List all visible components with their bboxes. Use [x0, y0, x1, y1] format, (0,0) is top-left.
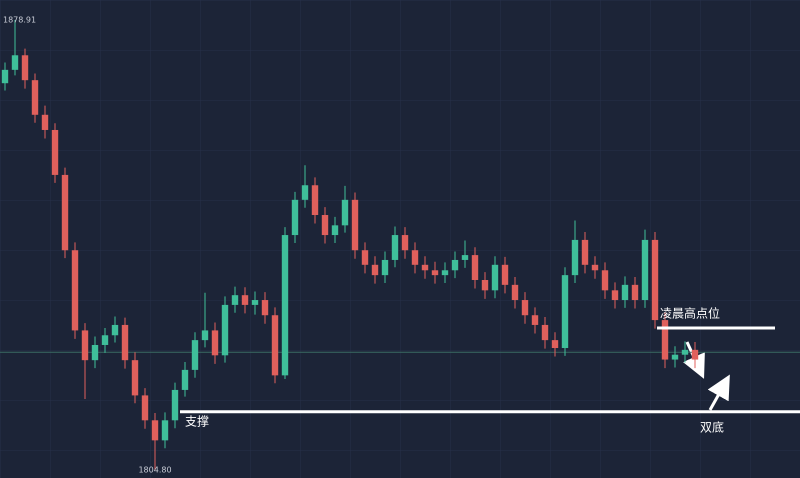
candle-body	[541, 324, 549, 341]
candle-body	[11, 55, 19, 70]
candle-body	[241, 295, 249, 305]
candle-body	[531, 315, 539, 325]
candle-body	[351, 199, 359, 251]
candle-body	[201, 330, 209, 341]
candle-body	[51, 129, 59, 175]
candle-body	[131, 360, 139, 396]
candle-body	[341, 199, 349, 226]
candle-body	[111, 324, 119, 336]
candle-body	[161, 420, 169, 441]
price-marker-label: 1878.91	[3, 15, 36, 24]
candle-body	[471, 255, 479, 280]
candle-body	[691, 349, 699, 360]
candle-body	[551, 340, 559, 349]
candle-body	[261, 300, 269, 316]
candle-body	[321, 215, 329, 236]
candle-body	[521, 300, 529, 316]
candle-body	[601, 270, 609, 291]
candle-body	[431, 270, 439, 276]
candle-body	[81, 330, 89, 361]
candle-body	[141, 395, 149, 421]
candle-body	[501, 264, 509, 285]
candle-body	[621, 284, 629, 301]
candle-body	[631, 284, 639, 301]
candle-body	[451, 259, 459, 271]
candle-body	[21, 55, 29, 81]
candle-body	[571, 239, 579, 276]
candle-body	[301, 185, 309, 200]
level-label: 支撑	[185, 413, 209, 428]
candle-body	[411, 250, 419, 265]
candle-body	[181, 369, 189, 390]
candle-body	[281, 235, 289, 376]
candle-body	[191, 340, 199, 370]
candle-body	[671, 354, 679, 360]
candle-body	[151, 420, 159, 441]
candle-body	[391, 235, 399, 260]
candle-body	[211, 330, 219, 356]
candle-body	[481, 279, 489, 291]
candle-body	[581, 239, 589, 265]
candle-body	[641, 239, 649, 301]
candle-body	[31, 80, 39, 115]
candle-body	[461, 255, 469, 260]
candle-body	[101, 335, 109, 345]
candle-body	[591, 264, 599, 271]
candle-body	[421, 264, 429, 271]
candle-body	[41, 114, 49, 130]
candle-body	[251, 300, 259, 305]
candle-body	[311, 185, 319, 216]
candle-body	[291, 199, 299, 236]
candle-body	[1, 69, 9, 84]
candle-body	[331, 225, 339, 236]
up-arrow	[707, 374, 730, 411]
candle-body	[681, 349, 689, 355]
candle-body	[661, 320, 669, 360]
candle-body	[611, 290, 619, 301]
candle-body	[511, 284, 519, 301]
candle-body	[91, 344, 99, 361]
candle-body	[651, 239, 659, 321]
candle-body	[71, 250, 79, 331]
level-label: 凌晨高点位	[660, 305, 720, 320]
annotation: 双底	[700, 420, 724, 435]
candle-body	[401, 235, 409, 251]
price-marker-label: 1804.80	[138, 466, 171, 475]
candle-body	[221, 304, 229, 356]
candle-body	[381, 259, 389, 276]
candle-body	[371, 264, 379, 276]
candle-body	[361, 250, 369, 265]
candle-body	[271, 315, 279, 376]
candle-body	[231, 295, 239, 305]
candle-body	[561, 275, 569, 349]
candle-body	[121, 324, 129, 361]
candle-body	[441, 270, 449, 276]
candle-body	[171, 389, 179, 421]
candle-body	[61, 174, 69, 251]
candle-body	[491, 264, 499, 291]
